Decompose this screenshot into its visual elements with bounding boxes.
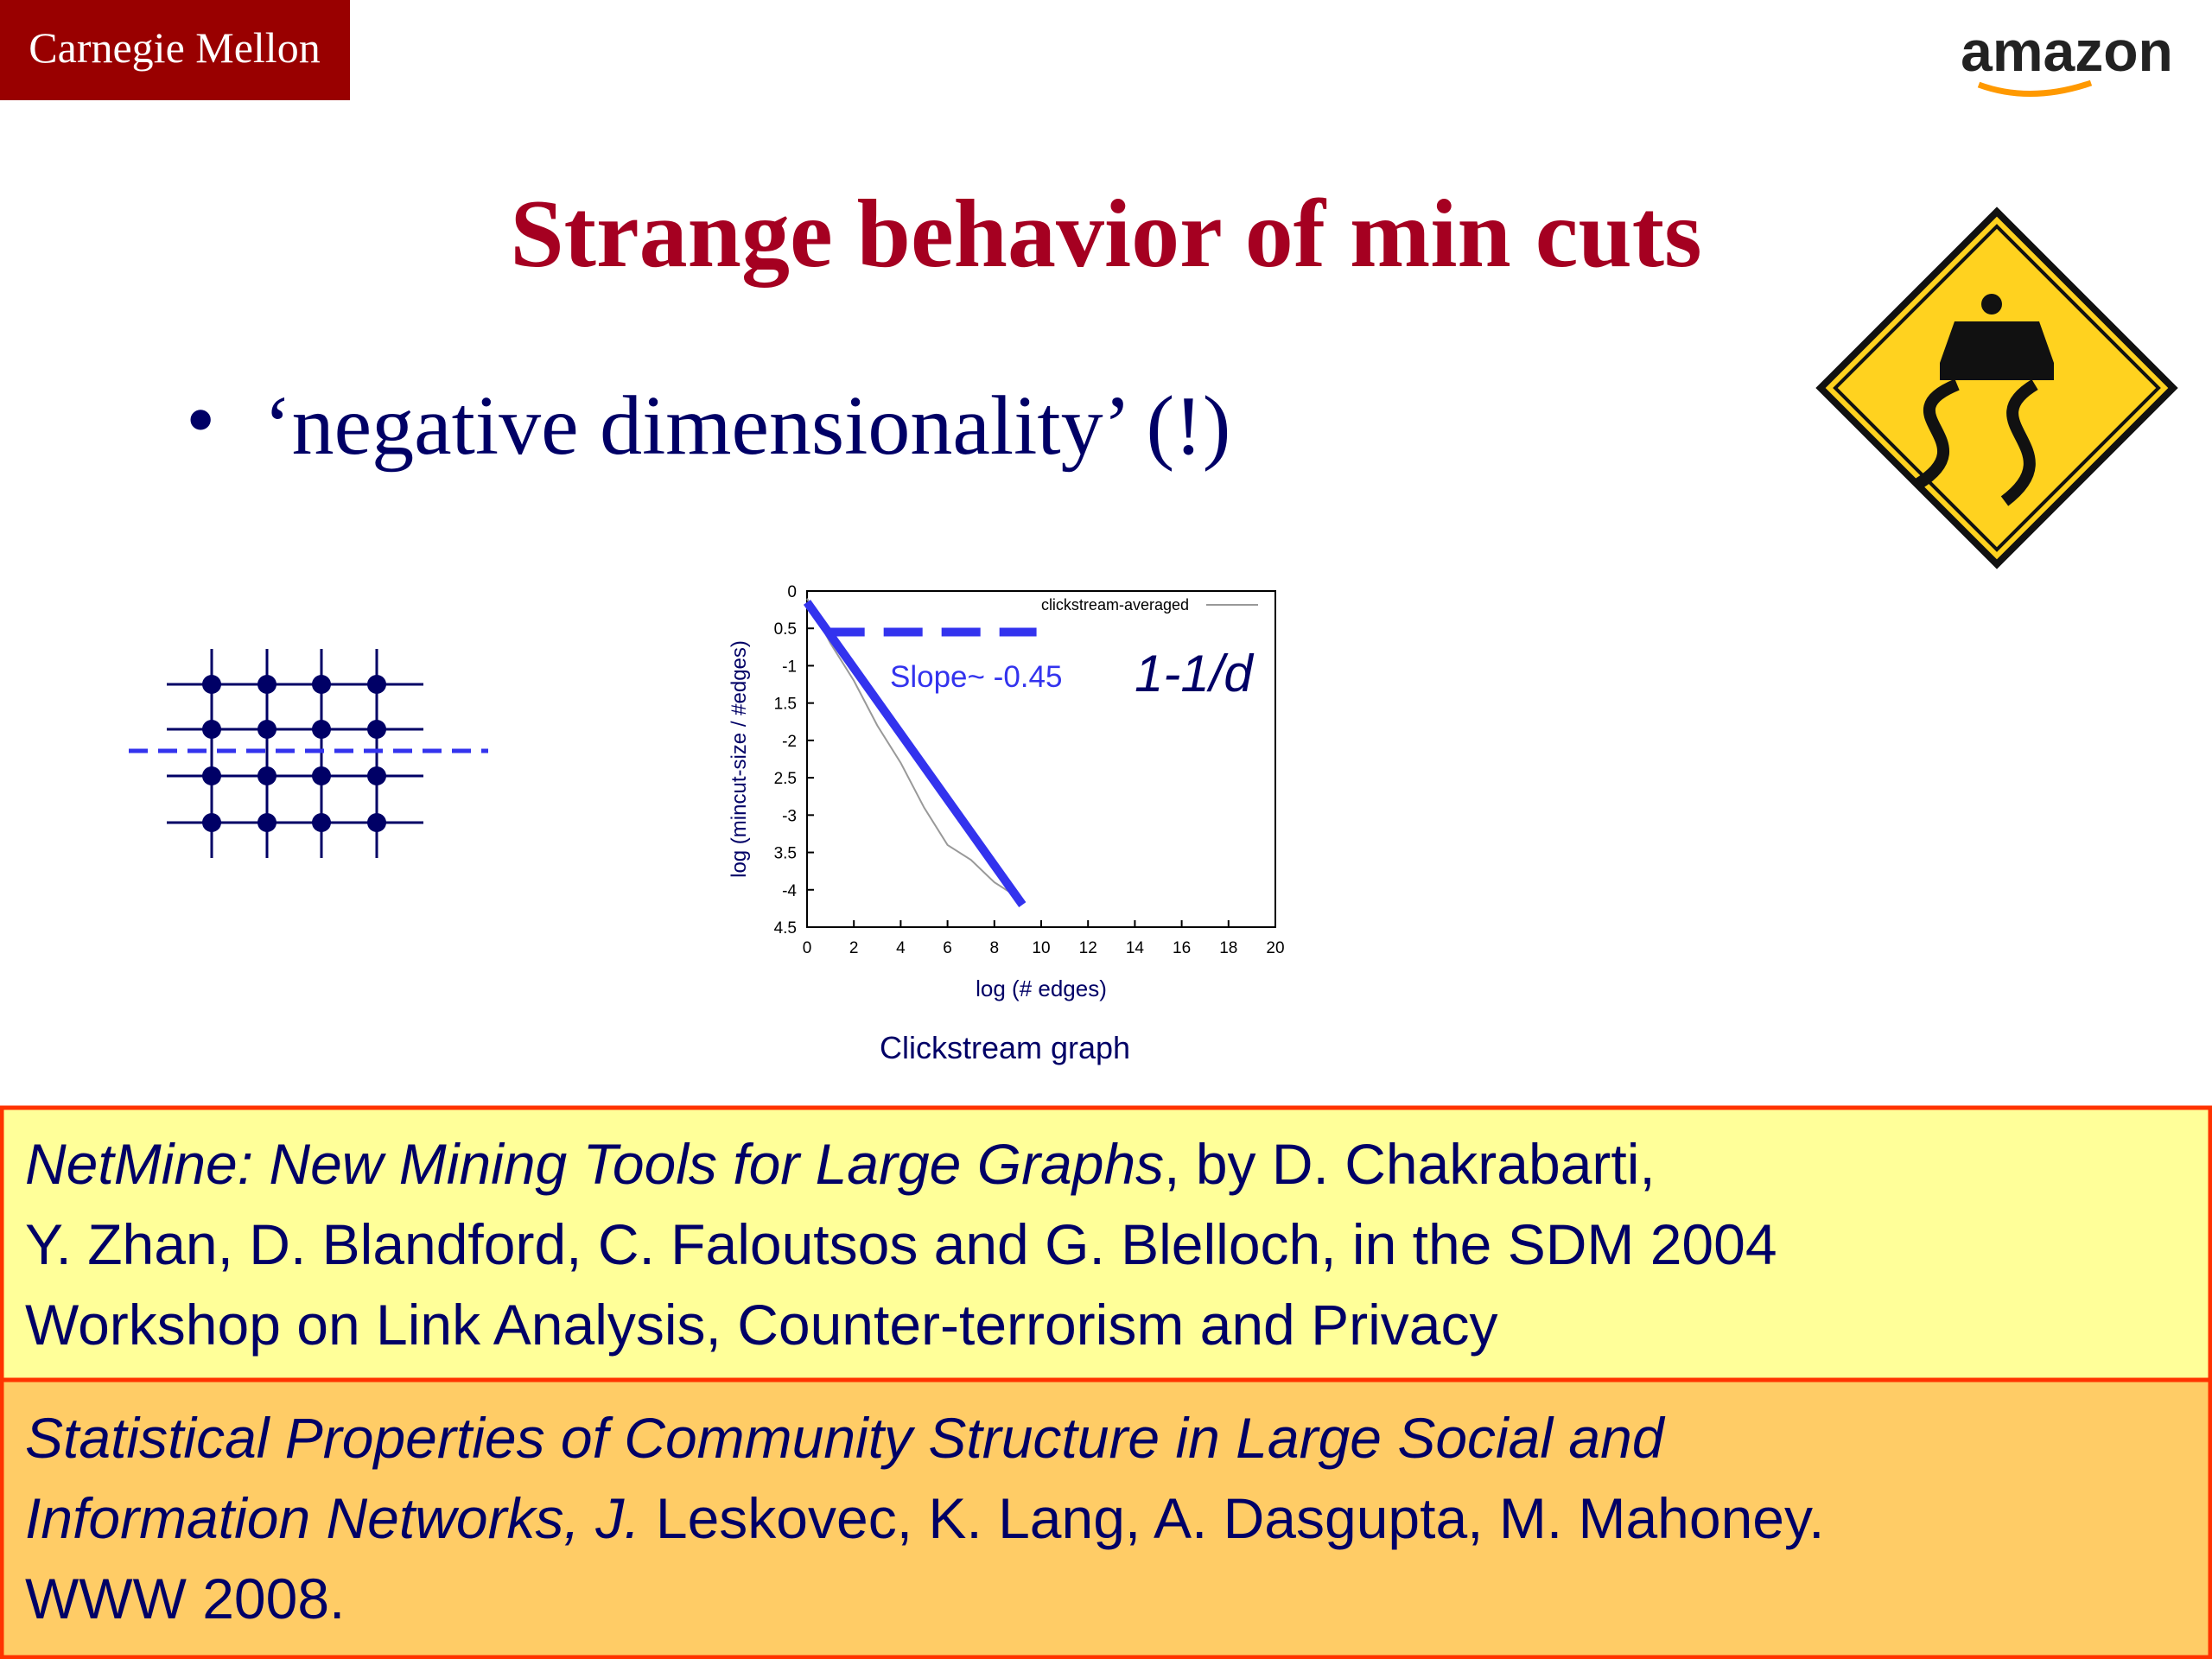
reference-line: WWW 2008.: [25, 1567, 345, 1630]
grid-node: [367, 766, 386, 785]
reference-text: Y. Zhan, D. Blandford, C. Faloutsos and …: [25, 1212, 1777, 1276]
reference-text: Information Networks, J.: [25, 1486, 640, 1550]
x-tick-label: 10: [1032, 939, 1050, 957]
reference-line: Information Networks, J. Leskovec, K. La…: [25, 1486, 1824, 1550]
grid-node: [312, 766, 331, 785]
grid-node: [312, 813, 331, 832]
x-tick-label: 12: [1079, 939, 1097, 957]
y-tick-label: -2: [782, 733, 797, 751]
reference-box: [0, 1105, 2212, 1382]
reference-line: Statistical Properties of Community Stru…: [25, 1406, 1666, 1470]
amazon-logo: amazon: [1961, 19, 2173, 83]
x-tick-label: 14: [1126, 939, 1145, 957]
x-tick-label: 6: [943, 939, 952, 957]
y-tick-label: -3: [782, 807, 797, 825]
x-axis-label: log (# edges): [976, 976, 1107, 1001]
x-tick-label: 4: [896, 939, 906, 957]
reference-text: Leskovec, K. Lang, A. Dasgupta, M. Mahon…: [640, 1486, 1825, 1550]
grid-node: [367, 675, 386, 694]
bullet-dot: •: [186, 373, 215, 467]
y-tick-label: -1: [782, 658, 797, 676]
y-tick-label: 0: [787, 583, 797, 601]
reference-line: Workshop on Link Analysis, Counter-terro…: [25, 1293, 1497, 1357]
amazon-smile: [1977, 79, 2093, 97]
reference-line: NetMine: New Mining Tools for Large Grap…: [25, 1132, 1656, 1196]
grid-node: [257, 675, 276, 694]
y-tick-label: 2.5: [774, 770, 797, 788]
grid-node: [202, 720, 221, 739]
fit-line: [803, 600, 1027, 907]
grid-node: [312, 720, 331, 739]
grid-node: [257, 720, 276, 739]
y-tick-label: -4: [782, 882, 797, 900]
references: NetMine: New Mining Tools for Large Grap…: [25, 1132, 1824, 1630]
data-line: [806, 598, 1019, 899]
grid-node: [312, 675, 331, 694]
grid-diagram: [129, 649, 488, 858]
grid-node: [202, 766, 221, 785]
reference-text: NetMine: New Mining Tools for Large Grap…: [25, 1132, 1164, 1196]
plot-frame: [806, 590, 1276, 928]
x-tick-label: 20: [1266, 939, 1284, 957]
y-axis-label: log (mincut-size / #edges): [728, 640, 751, 878]
reference-box: [0, 1377, 2212, 1659]
x-tick-label: 2: [849, 939, 859, 957]
annotation: Slope~ -0.45: [890, 660, 1062, 694]
slide-title: Strange behavior of min cuts: [510, 181, 1701, 288]
y-tick-label: 3.5: [774, 845, 797, 863]
grid-node: [367, 720, 386, 739]
grid-node: [202, 675, 221, 694]
annotation: 1-1/d: [1135, 645, 1254, 702]
chart-caption: Clickstream graph: [880, 1030, 1130, 1065]
grid-node: [202, 813, 221, 832]
reference-text: , by D. Chakrabarti,: [1164, 1132, 1656, 1196]
chart: 0 2 4 6 8 10 12 14 16 18 20 0 0.5 -1 1.5 -2 2.5 -3 3.5 -4 4.…: [728, 583, 1285, 1065]
reference-text: WWW 2008.: [25, 1567, 345, 1630]
warning-sign: [1815, 207, 2178, 569]
x-tick-label: 0: [803, 939, 812, 957]
cmu-logo: Carnegie Mellon: [29, 23, 320, 72]
x-tick-label: 18: [1219, 939, 1237, 957]
reference-line: Y. Zhan, D. Blandford, C. Faloutsos and …: [25, 1212, 1777, 1276]
legend-label: clickstream-averaged: [1041, 596, 1189, 613]
y-tick-label: 4.5: [774, 919, 797, 938]
y-tick-label: 0.5: [774, 620, 797, 639]
grid-node: [257, 766, 276, 785]
cmu-logo-bg: [0, 0, 350, 100]
grid-node: [367, 813, 386, 832]
bullet-text: ‘negative dimensionality’ (!): [264, 379, 1230, 473]
reference-text: Workshop on Link Analysis, Counter-terro…: [25, 1293, 1497, 1357]
grid-node: [257, 813, 276, 832]
reference-text: Statistical Properties of Community Stru…: [25, 1406, 1666, 1470]
x-tick-label: 16: [1173, 939, 1191, 957]
y-tick-label: 1.5: [774, 696, 797, 714]
x-tick-label: 8: [990, 939, 1000, 957]
